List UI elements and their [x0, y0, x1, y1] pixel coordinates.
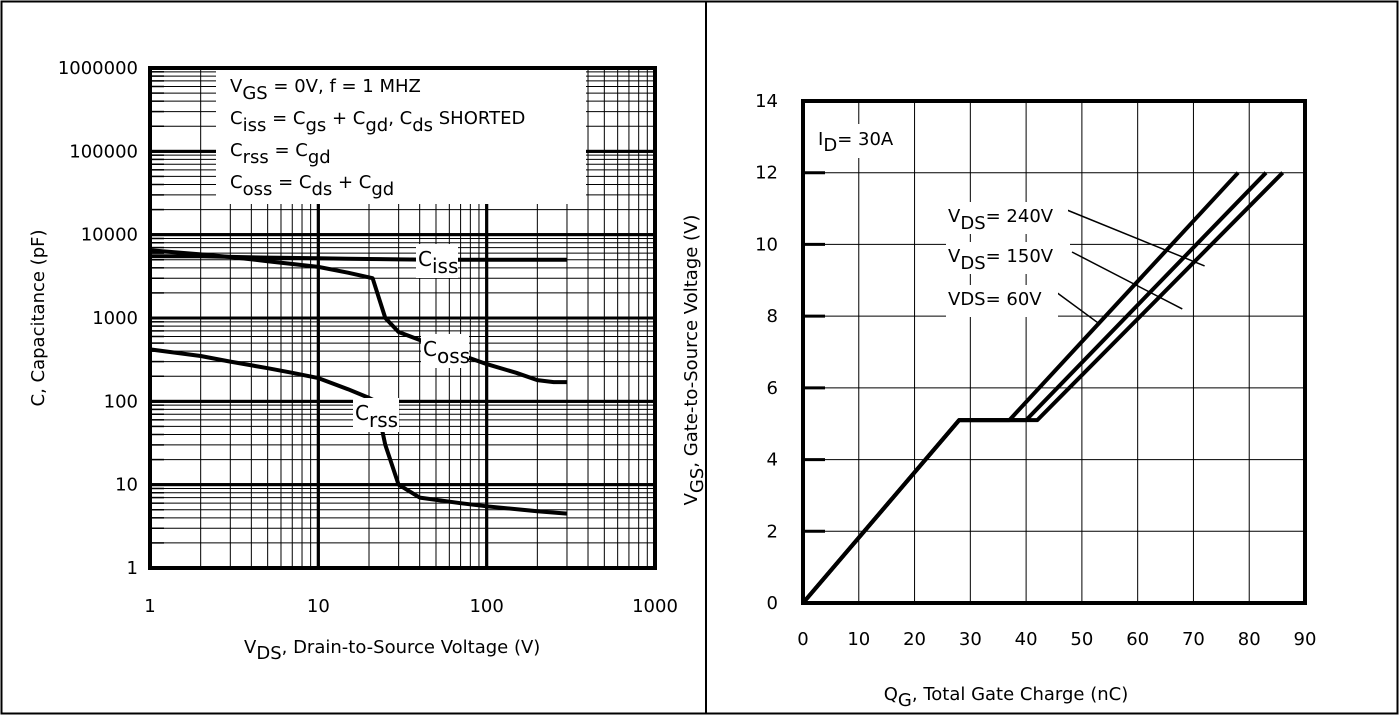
legend-line: Crss = Cgd [230, 140, 331, 168]
legend-box: VGS = 0V, f = 1 MHZ Ciss = Cgs + Cgd, Cds… [230, 76, 525, 200]
gate-charge-chart: 0 10 20 30 40 50 60 70 80 90 0 2 4 6 8 10 12 14 VDS= 240V… [681, 91, 1316, 711]
y-tick-label: 4 [767, 450, 778, 471]
x-tick-label: 0 [797, 629, 808, 650]
leader-line [1061, 207, 1205, 267]
y-tick-label: 1 [127, 558, 138, 579]
x-tick-label: 20 [903, 629, 926, 650]
annotation-background [812, 124, 908, 158]
x-tick-label: 70 [1182, 629, 1205, 650]
series-label-bg [946, 202, 1068, 234]
series-label-bg [946, 285, 1058, 317]
left-y-axis-label: C, Capacitance (pF) [28, 230, 49, 407]
legend-line: Ciss = Cgs + Cgd, Cds SHORTED [230, 108, 525, 136]
series-label-bg [353, 398, 399, 432]
right-plot-frame [801, 99, 1307, 605]
y-tick-label: 14 [755, 91, 778, 112]
y-tick-label: 100 [104, 391, 138, 412]
series-label-vds-0: VDS= 240V [948, 206, 1054, 234]
x-tick-label: 1 [144, 596, 155, 617]
y-tick-label: 10000 [81, 225, 138, 246]
legend-line: Coss = Cds + Cgd [230, 172, 394, 200]
series-label-ciss: Ciss [418, 247, 458, 278]
y-tick-label: 10 [115, 475, 138, 496]
y-tick-label: 2 [767, 521, 778, 542]
left-tick-labels: 1 10 100 1000 1 10 100 1000 10000 100000 1000000 [58, 58, 678, 617]
y-tick-label: 100000 [69, 141, 138, 162]
x-tick-label: 80 [1238, 629, 1261, 650]
x-tick-label: 10 [847, 629, 870, 650]
y-tick-label: 1000000 [58, 58, 138, 79]
x-tick-label: 90 [1294, 629, 1317, 650]
capacitance-chart: VGS = 0V, f = 1 MHZ Ciss = Cgs + Cgd, Cds… [28, 58, 678, 664]
series-vds-2 [801, 171, 1240, 605]
x-tick-label: 10 [307, 596, 330, 617]
y-tick-label: 10 [755, 234, 778, 255]
series-label-vds-2: VDS= 60V [948, 289, 1042, 310]
right-series-labels: VDS= 240V VDS= 150V VDS= 60V [946, 202, 1205, 324]
x-tick-label: 1000 [632, 596, 678, 617]
left-series-labels: Ciss Coss Crss [353, 244, 470, 432]
series-label-bg [416, 244, 458, 278]
leader-line [1055, 291, 1100, 324]
leader-line [1071, 251, 1183, 310]
series-label-crss: Crss [355, 401, 398, 432]
x-tick-label: 60 [1126, 629, 1149, 650]
left-series [149, 248, 568, 516]
left-plot-frame [148, 66, 657, 570]
id-annotation: ID= 30A [818, 129, 894, 156]
series-label-bg [421, 334, 469, 368]
x-tick-label: 40 [1015, 629, 1038, 650]
series-label-coss: Coss [423, 337, 470, 368]
right-series [801, 171, 1285, 605]
series-label-vds-1: VDS= 150V [948, 246, 1054, 274]
y-tick-label: 8 [767, 306, 778, 327]
right-grid [802, 99, 1306, 605]
legend-box-background [216, 66, 586, 204]
series-label-bg [946, 242, 1070, 274]
x-tick-label: 50 [1070, 629, 1093, 650]
right-x-axis-label: QG, Total Gate Charge (nC) [884, 684, 1129, 711]
y-tick-label: 12 [755, 163, 778, 184]
right-tick-labels: 0 10 20 30 40 50 60 70 80 90 0 2 4 6 8 10 12 14 [755, 91, 1316, 650]
series-coss [149, 248, 567, 385]
right-y-axis-label: VGS, Gate-to-Source Voltage (V) [681, 215, 708, 506]
x-tick-label: 30 [959, 629, 982, 650]
y-tick-label: 1000 [92, 308, 138, 329]
y-tick-label: 0 [767, 593, 778, 614]
y-tick-label: 6 [767, 378, 778, 399]
left-x-axis-label: VDS, Drain-to-Source Voltage (V) [244, 637, 540, 664]
legend-line: VGS = 0V, f = 1 MHZ [230, 76, 421, 104]
x-tick-label: 100 [469, 596, 503, 617]
